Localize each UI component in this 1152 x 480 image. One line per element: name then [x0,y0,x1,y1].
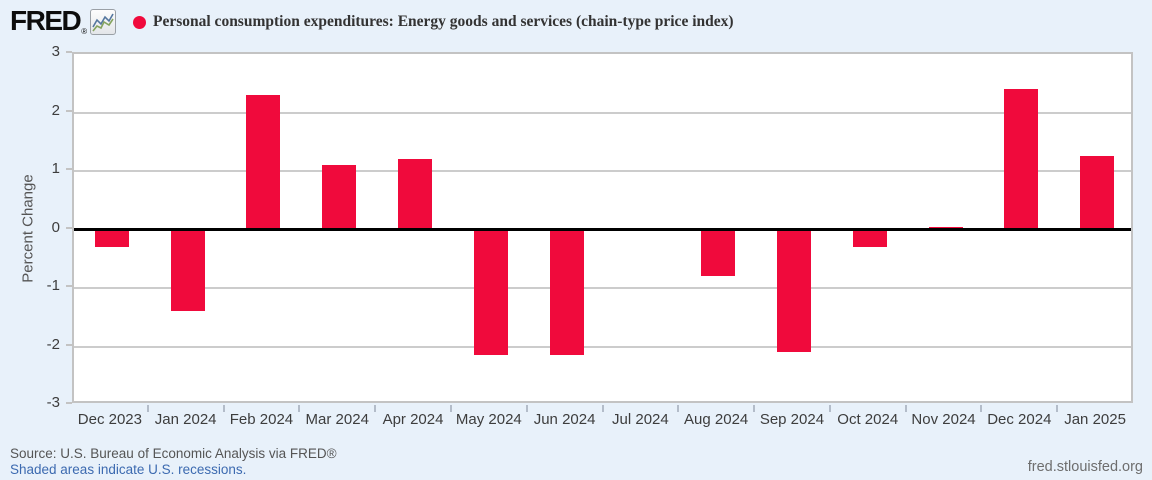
y-tick-label-2: 2 [51,101,60,119]
x-axis-tick [298,405,301,412]
fred-site-link[interactable]: fred.stlouisfed.org [1027,459,1143,475]
y-tick-label--2: -2 [46,335,60,353]
bar-jan-2024[interactable] [170,229,205,312]
chart-title: Personal consumption expenditures: Energ… [153,13,734,30]
y-tick-label-0: 0 [51,218,60,236]
x-tick-label-may-2024: May 2024 [455,411,522,428]
x-axis-tick [146,405,149,412]
x-axis-tick [374,405,377,412]
x-axis-tick [601,405,604,412]
y-tick-label--1: -1 [46,277,60,294]
y-axis-tick [66,343,72,346]
x-tick-label-jul-2024: Jul 2024 [612,411,669,428]
x-tick-label-nov-2024: Nov 2024 [911,411,976,428]
y-axis-tick [66,51,72,53]
bar-sep-2024[interactable] [776,229,811,353]
x-tick-label-oct-2024: Oct 2024 [837,411,899,428]
y-axis-tick [66,168,72,170]
x-axis-tick [904,405,907,412]
y-axis-tick [66,402,72,404]
series-legend-dot-icon [133,16,146,29]
x-tick-label-feb-2024: Feb 2024 [229,411,294,428]
plot-area [72,52,1133,403]
x-axis-tick [525,405,528,412]
x-tick-label-dec-2024: Dec 2024 [987,411,1052,428]
x-axis-tick [753,405,756,412]
y-axis-tick [66,109,72,112]
x-tick-label-jun-2024: Jun 2024 [533,411,596,428]
x-axis-tick [677,405,680,412]
x-axis-tick [828,405,831,412]
x-axis-tick [980,405,983,412]
gridline--2 [74,345,1131,348]
gridline--1 [74,287,1131,289]
bar-feb-2024[interactable] [246,94,281,230]
x-tick-label-dec-2023: Dec 2023 [77,411,142,428]
x-axis-tick [222,405,225,412]
x-tick-label-aug-2024: Aug 2024 [684,411,749,428]
bar-may-2024[interactable] [473,229,508,356]
bar-mar-2024[interactable] [322,165,357,230]
sparkline-chart-icon [90,9,116,35]
bar-dec-2023[interactable] [94,229,129,248]
y-tick-label-1: 1 [51,160,60,177]
y-axis-tick [66,226,72,229]
source-note: Source: U.S. Bureau of Economic Analysis… [10,446,337,461]
y-axis-tick [66,285,72,287]
recessions-link[interactable]: Shaded areas indicate U.S. recessions. [10,462,247,477]
registered-trademark: ® [81,27,88,36]
x-tick-label-apr-2024: Apr 2024 [382,411,444,428]
x-axis-tick [1056,405,1059,412]
gridline-1 [74,170,1131,172]
x-axis-tick [449,405,452,412]
bar-jun-2024[interactable] [549,229,584,356]
y-tick-label--3: -3 [46,394,60,411]
y-tick-label-3: 3 [51,43,60,60]
bar-aug-2024[interactable] [701,229,736,277]
x-tick-label-sep-2024: Sep 2024 [759,411,825,428]
fred-logo-text: FRED [10,5,82,36]
bar-apr-2024[interactable] [398,159,433,230]
x-tick-label-mar-2024: Mar 2024 [305,411,369,428]
bar-dec-2024[interactable] [1004,89,1039,230]
x-tick-label-jan-2025: Jan 2025 [1064,411,1126,428]
x-tick-label-jan-2024: Jan 2024 [154,411,217,428]
zero-line [74,228,1131,231]
gridline-2 [74,111,1131,114]
bar-oct-2024[interactable] [852,229,887,248]
fred-logo[interactable]: FRED® [10,5,88,43]
bar-jan-2025[interactable] [1080,156,1115,230]
